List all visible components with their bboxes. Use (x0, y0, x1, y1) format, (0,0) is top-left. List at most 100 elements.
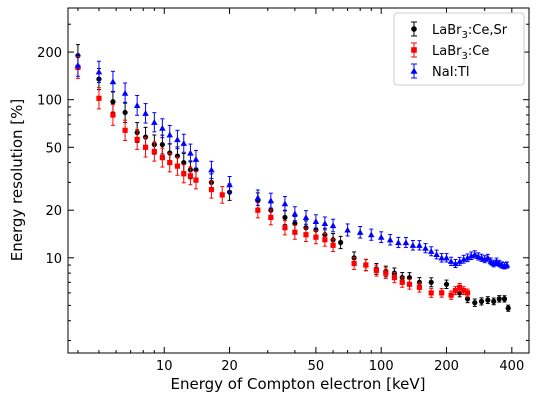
legend-label-rest: :Ce (468, 44, 489, 59)
legend-marker (411, 26, 417, 32)
x-tick-label: 200 (434, 359, 459, 374)
y-axis-title: Energy resolution [%] (8, 99, 26, 261)
data-point (166, 131, 173, 138)
legend-label-main: LaBr (432, 44, 462, 59)
data-point (422, 244, 429, 251)
data-point (452, 260, 459, 267)
data-point (303, 232, 309, 238)
data-point (167, 160, 173, 166)
data-point (505, 305, 511, 311)
data-point (428, 290, 434, 296)
data-point (110, 112, 116, 118)
x-tick-label: 50 (308, 359, 325, 374)
data-point (503, 261, 511, 268)
data-point (443, 254, 450, 261)
x-tick-labels: 10 20 50 100 200 400 (156, 359, 524, 374)
data-point (142, 110, 149, 116)
data-point (174, 163, 181, 169)
data-point (313, 234, 319, 240)
data-point (485, 297, 491, 303)
data-point (142, 144, 149, 150)
data-point (282, 214, 288, 221)
data-point (484, 254, 492, 261)
data-point (181, 171, 187, 177)
legend-label-labr3-ce-sr: LaBr3:Ce,Sr (432, 23, 508, 41)
data-point (255, 207, 261, 213)
data-point (151, 148, 157, 155)
x-tick-label: 100 (369, 359, 394, 374)
x-axis-title: Energy of Compton electron [keV] (170, 375, 425, 393)
data-point (368, 231, 375, 238)
data-point (406, 274, 413, 281)
data-point (395, 239, 402, 246)
data-point (312, 218, 320, 224)
data-point (282, 225, 288, 231)
data-point (292, 220, 298, 227)
data-point (291, 210, 299, 217)
data-point (416, 242, 423, 248)
legend-label-main: NaI:Tl (432, 65, 469, 80)
data-point (226, 181, 233, 188)
legend-marker (410, 67, 418, 74)
series-nai-tl (74, 53, 511, 270)
legend-label-nai-tl: NaI:Tl (432, 65, 469, 80)
data-point (443, 281, 450, 287)
data-point (427, 248, 435, 254)
data-point (159, 155, 165, 161)
data-point (464, 290, 471, 296)
data-point (74, 62, 82, 68)
legend-label-main: LaBr (432, 23, 462, 38)
y-tick-label: 50 (45, 141, 62, 156)
data-point (159, 141, 165, 148)
data-point (180, 140, 188, 146)
data-point (433, 251, 440, 258)
data-point (501, 296, 508, 302)
data-point (464, 254, 471, 261)
data-point (399, 279, 405, 285)
data-point (193, 177, 199, 183)
data-point (472, 300, 478, 306)
data-point (416, 284, 423, 290)
data-point (96, 95, 102, 101)
data-point (192, 156, 200, 162)
legend-box (393, 12, 525, 86)
legend-label-subscript: 3 (461, 51, 467, 62)
data-point (330, 242, 336, 248)
legend-label-subscript: 3 (461, 30, 467, 41)
data-point (428, 279, 434, 285)
data-point (373, 267, 379, 274)
data-point (321, 220, 329, 227)
series-labr3-ce (75, 55, 471, 300)
data-point (133, 102, 141, 109)
data-point (391, 274, 397, 281)
data-point (208, 186, 215, 193)
data-point (174, 136, 181, 143)
data-point (151, 118, 158, 125)
x-tick-label: 20 (221, 359, 238, 374)
data-point (122, 127, 128, 133)
data-point (351, 260, 357, 267)
data-point (254, 194, 262, 201)
data-point (122, 109, 128, 116)
data-point (461, 288, 467, 294)
data-point (456, 258, 463, 264)
legend-label-labr3-ce: LaBr3:Ce (432, 44, 489, 62)
data-point (329, 222, 337, 229)
data-point (134, 136, 140, 143)
data-point (121, 89, 129, 96)
data-point (406, 281, 413, 287)
data-point (208, 166, 215, 173)
legend-label-rest: :Ce,Sr (468, 23, 508, 38)
data-point (159, 124, 166, 131)
data-point (452, 288, 459, 294)
data-point (267, 197, 275, 204)
data-point (322, 237, 328, 243)
data-point (187, 149, 194, 156)
data-point (478, 298, 485, 304)
data-point (464, 296, 471, 302)
data-point (109, 78, 117, 85)
data-point (110, 99, 116, 105)
data-point (447, 258, 455, 264)
data-point (377, 233, 385, 240)
